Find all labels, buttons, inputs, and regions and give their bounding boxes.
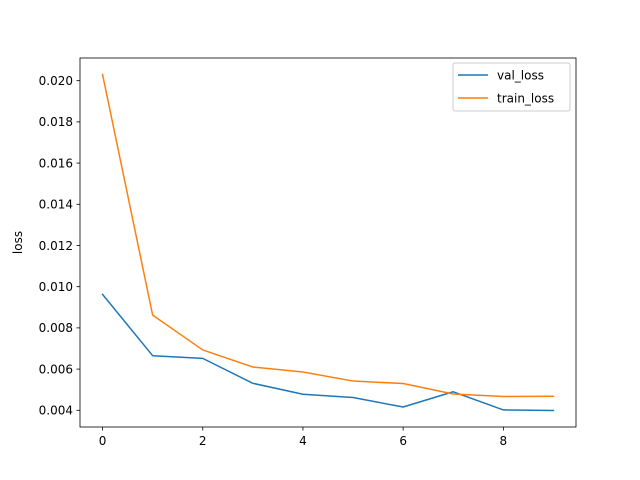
series-line-val-loss: [101, 293, 555, 412]
x-tick-label: 6: [399, 434, 407, 448]
legend: val_loss train_loss: [452, 62, 571, 112]
y-axis-ticks: 0.004 0.006 0.008 0.010 0.012 0.014 0.016 0.018…: [39, 74, 80, 418]
y-tick-label: 0.008: [39, 321, 73, 335]
series-line-train-loss: [101, 73, 555, 398]
x-tick-label: 8: [500, 434, 508, 448]
legend-label-train-loss: train_loss: [497, 92, 554, 106]
y-tick-label: 0.006: [39, 362, 73, 376]
y-tick-label: 0.020: [39, 74, 73, 88]
x-tick-label: 2: [199, 434, 207, 448]
series-layer: [101, 73, 555, 412]
plot-area: [80, 58, 576, 427]
y-tick-label: 0.012: [39, 239, 73, 253]
y-tick-label: 0.014: [39, 198, 73, 212]
y-axis-label: loss: [11, 231, 25, 254]
x-axis-ticks: 0 2 4 6 8: [99, 427, 507, 448]
x-tick-label: 4: [299, 434, 307, 448]
legend-label-val-loss: val_loss: [497, 69, 544, 83]
y-tick-label: 0.018: [39, 115, 73, 129]
y-tick-label: 0.010: [39, 280, 73, 294]
y-tick-label: 0.004: [39, 404, 73, 418]
axes-frame: [79, 57, 577, 428]
x-tick-label: 0: [99, 434, 107, 448]
y-tick-label: 0.016: [39, 156, 73, 170]
